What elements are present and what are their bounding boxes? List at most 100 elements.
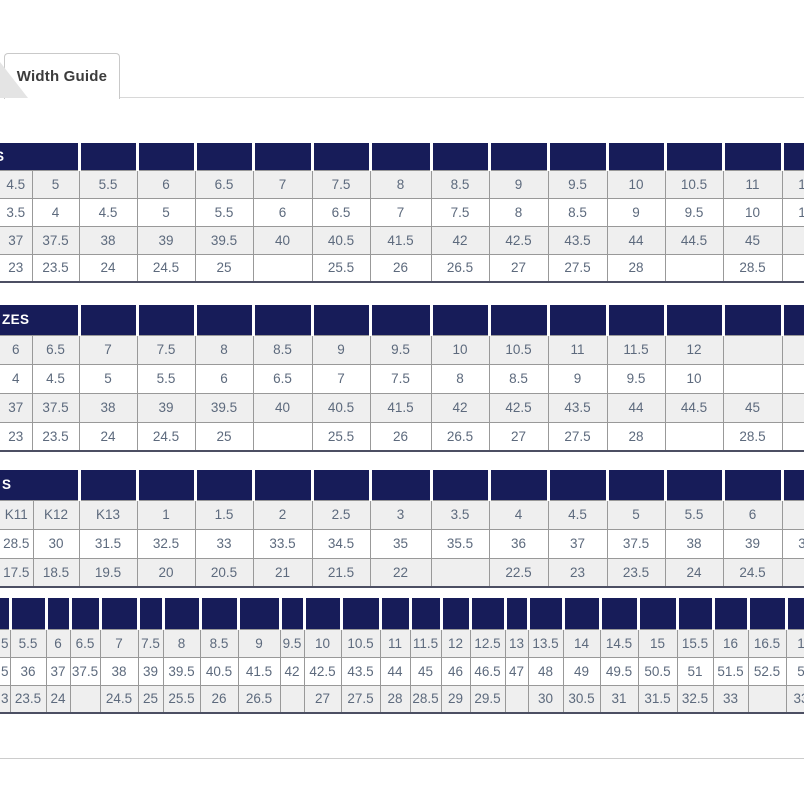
size-cell: 4.5 — [78, 197, 138, 227]
size-cell: 13 — [504, 628, 529, 658]
header-cell — [310, 143, 370, 170]
header-cell — [77, 470, 137, 500]
header-cell — [487, 305, 548, 335]
size-cell: 47 — [504, 656, 529, 686]
size-cell: 33 — [194, 528, 254, 559]
size-cell: 9.5 — [664, 197, 724, 227]
size-table-2-uk-row: 4 4.5 5 5.5 6 6.5 7 7.5 8 8.5 9 9.5 10 — [0, 363, 804, 394]
size-cell — [252, 253, 313, 283]
size-cell: 37 — [547, 528, 608, 559]
size-table-3-grid: S K11 K12 K13 1 1.5 2 2.5 3 3.5 4 4.5 5 5.5 6 28.5 30 31.… — [0, 470, 804, 588]
tab-width-guide[interactable]: Width Guide — [4, 53, 120, 99]
size-cell: 39.5 — [194, 225, 254, 255]
size-cell: 7 — [369, 197, 432, 227]
size-cell: 25 — [194, 253, 254, 283]
size-cell — [781, 363, 804, 394]
size-cell — [747, 684, 787, 714]
header-cell — [302, 598, 341, 629]
size-table-3-eu-row: 28.5 30 31.5 32.5 33 33.5 34.5 35 35.5 36 37 37.5 38… — [0, 528, 804, 559]
size-cell: 33 — [712, 684, 749, 714]
size-cell — [781, 253, 804, 283]
size-cell: 25 — [137, 684, 164, 714]
size-cell: 41.5 — [369, 392, 432, 423]
size-cell: 49.5 — [599, 656, 639, 686]
size-cell — [781, 392, 804, 423]
size-cell: 37 — [0, 225, 33, 255]
size-cell: 45 — [409, 656, 442, 686]
size-cell: 6.5 — [69, 628, 101, 658]
size-table-4-cm-row: 3 23.5 24 24.5 25 25.5 26 26.5 27 27.5 28 28.5 29 29.… — [0, 684, 804, 714]
size-table-2-grid: ZES 6 6.5 7 7.5 8 8.5 9 9.5 10 10.5 11 11.5 12 4 4.5 5 5.… — [0, 305, 804, 452]
size-cell: 15 — [637, 628, 678, 658]
size-cell: 42 — [430, 225, 490, 255]
size-cell: 31 — [599, 684, 639, 714]
header-cell — [251, 305, 312, 335]
size-cell: 44 — [606, 392, 666, 423]
size-cell: 15.5 — [676, 628, 714, 658]
size-cell: 9 — [311, 334, 371, 365]
header-cell — [378, 598, 410, 629]
size-cell — [781, 499, 804, 530]
size-cell: 7 — [311, 363, 371, 394]
size-cell: 37.5 — [606, 528, 666, 559]
size-cell: 9 — [606, 197, 666, 227]
size-cell — [664, 253, 724, 283]
header-cell — [310, 470, 370, 500]
header-cell — [780, 143, 804, 170]
size-cell: 40.5 — [311, 392, 371, 423]
size-cell: 9.5 — [547, 169, 608, 199]
size-cell: 26 — [199, 684, 239, 714]
size-cell: 11.5 — [409, 628, 442, 658]
size-cell — [252, 421, 313, 452]
size-cell: 20.5 — [194, 557, 254, 588]
size-cell: 12 — [440, 628, 471, 658]
size-cell: 1 — [781, 197, 804, 227]
size-cell: 27.5 — [547, 253, 608, 283]
header-cell — [368, 470, 431, 500]
size-cell: 4 — [0, 363, 33, 394]
size-cell: 12.5 — [469, 628, 506, 658]
header-cell — [663, 470, 723, 500]
size-cell: 25.5 — [311, 421, 371, 452]
size-cell: 9.5 — [606, 363, 666, 394]
size-cell: 5 — [0, 628, 11, 658]
table-title-cell: S — [0, 470, 79, 500]
size-cell: 38 — [78, 392, 138, 423]
size-cell: 25.5 — [311, 253, 371, 283]
size-cell: 44.5 — [664, 392, 724, 423]
header-cell — [636, 598, 677, 629]
size-cell: 42.5 — [488, 225, 549, 255]
size-cell: 24.5 — [722, 557, 783, 588]
size-cell: 9.5 — [279, 628, 305, 658]
size-table-3-us-row: K11 K12 K13 1 1.5 2 2.5 3 3.5 4 4.5 5 5.5 6 — [0, 499, 804, 530]
size-table-2-us-row: 6 6.5 7 7.5 8 8.5 9 9.5 10 10.5 11 11.5 12 — [0, 334, 804, 365]
table-title-fragment: ZES — [2, 312, 30, 328]
header-cell — [546, 470, 607, 500]
size-cell: 29 — [440, 684, 471, 714]
size-cell: 51 — [676, 656, 714, 686]
size-table-4-grid: 5 5.5 6 6.5 7 7.5 8 8.5 9 9.5 10 10.5 11 11.5 12 12.5 13… — [0, 598, 804, 714]
header-cell — [780, 305, 804, 335]
size-cell: 36 — [488, 528, 549, 559]
size-cell: 42 — [430, 392, 490, 423]
header-cell — [8, 598, 46, 629]
size-cell: 37 — [0, 392, 33, 423]
size-cell: 23.5 — [606, 557, 666, 588]
size-cell: 27.5 — [547, 421, 608, 452]
header-cell — [278, 598, 304, 629]
size-cell: 28 — [606, 421, 666, 452]
size-cell: 6.5 — [31, 334, 80, 365]
size-cell: K11 — [0, 499, 34, 530]
size-cell: 7 — [78, 334, 138, 365]
header-cell — [44, 598, 70, 629]
size-cell: 5.5 — [78, 169, 138, 199]
header-cell — [526, 598, 563, 629]
size-cell: 28.5 — [0, 528, 34, 559]
size-cell: 37.5 — [31, 392, 80, 423]
size-cell: 24 — [664, 557, 724, 588]
size-cell: 30.5 — [562, 684, 601, 714]
size-cell: 1 — [781, 169, 804, 199]
bottom-divider — [0, 758, 804, 759]
size-cell: 4 — [488, 499, 549, 530]
